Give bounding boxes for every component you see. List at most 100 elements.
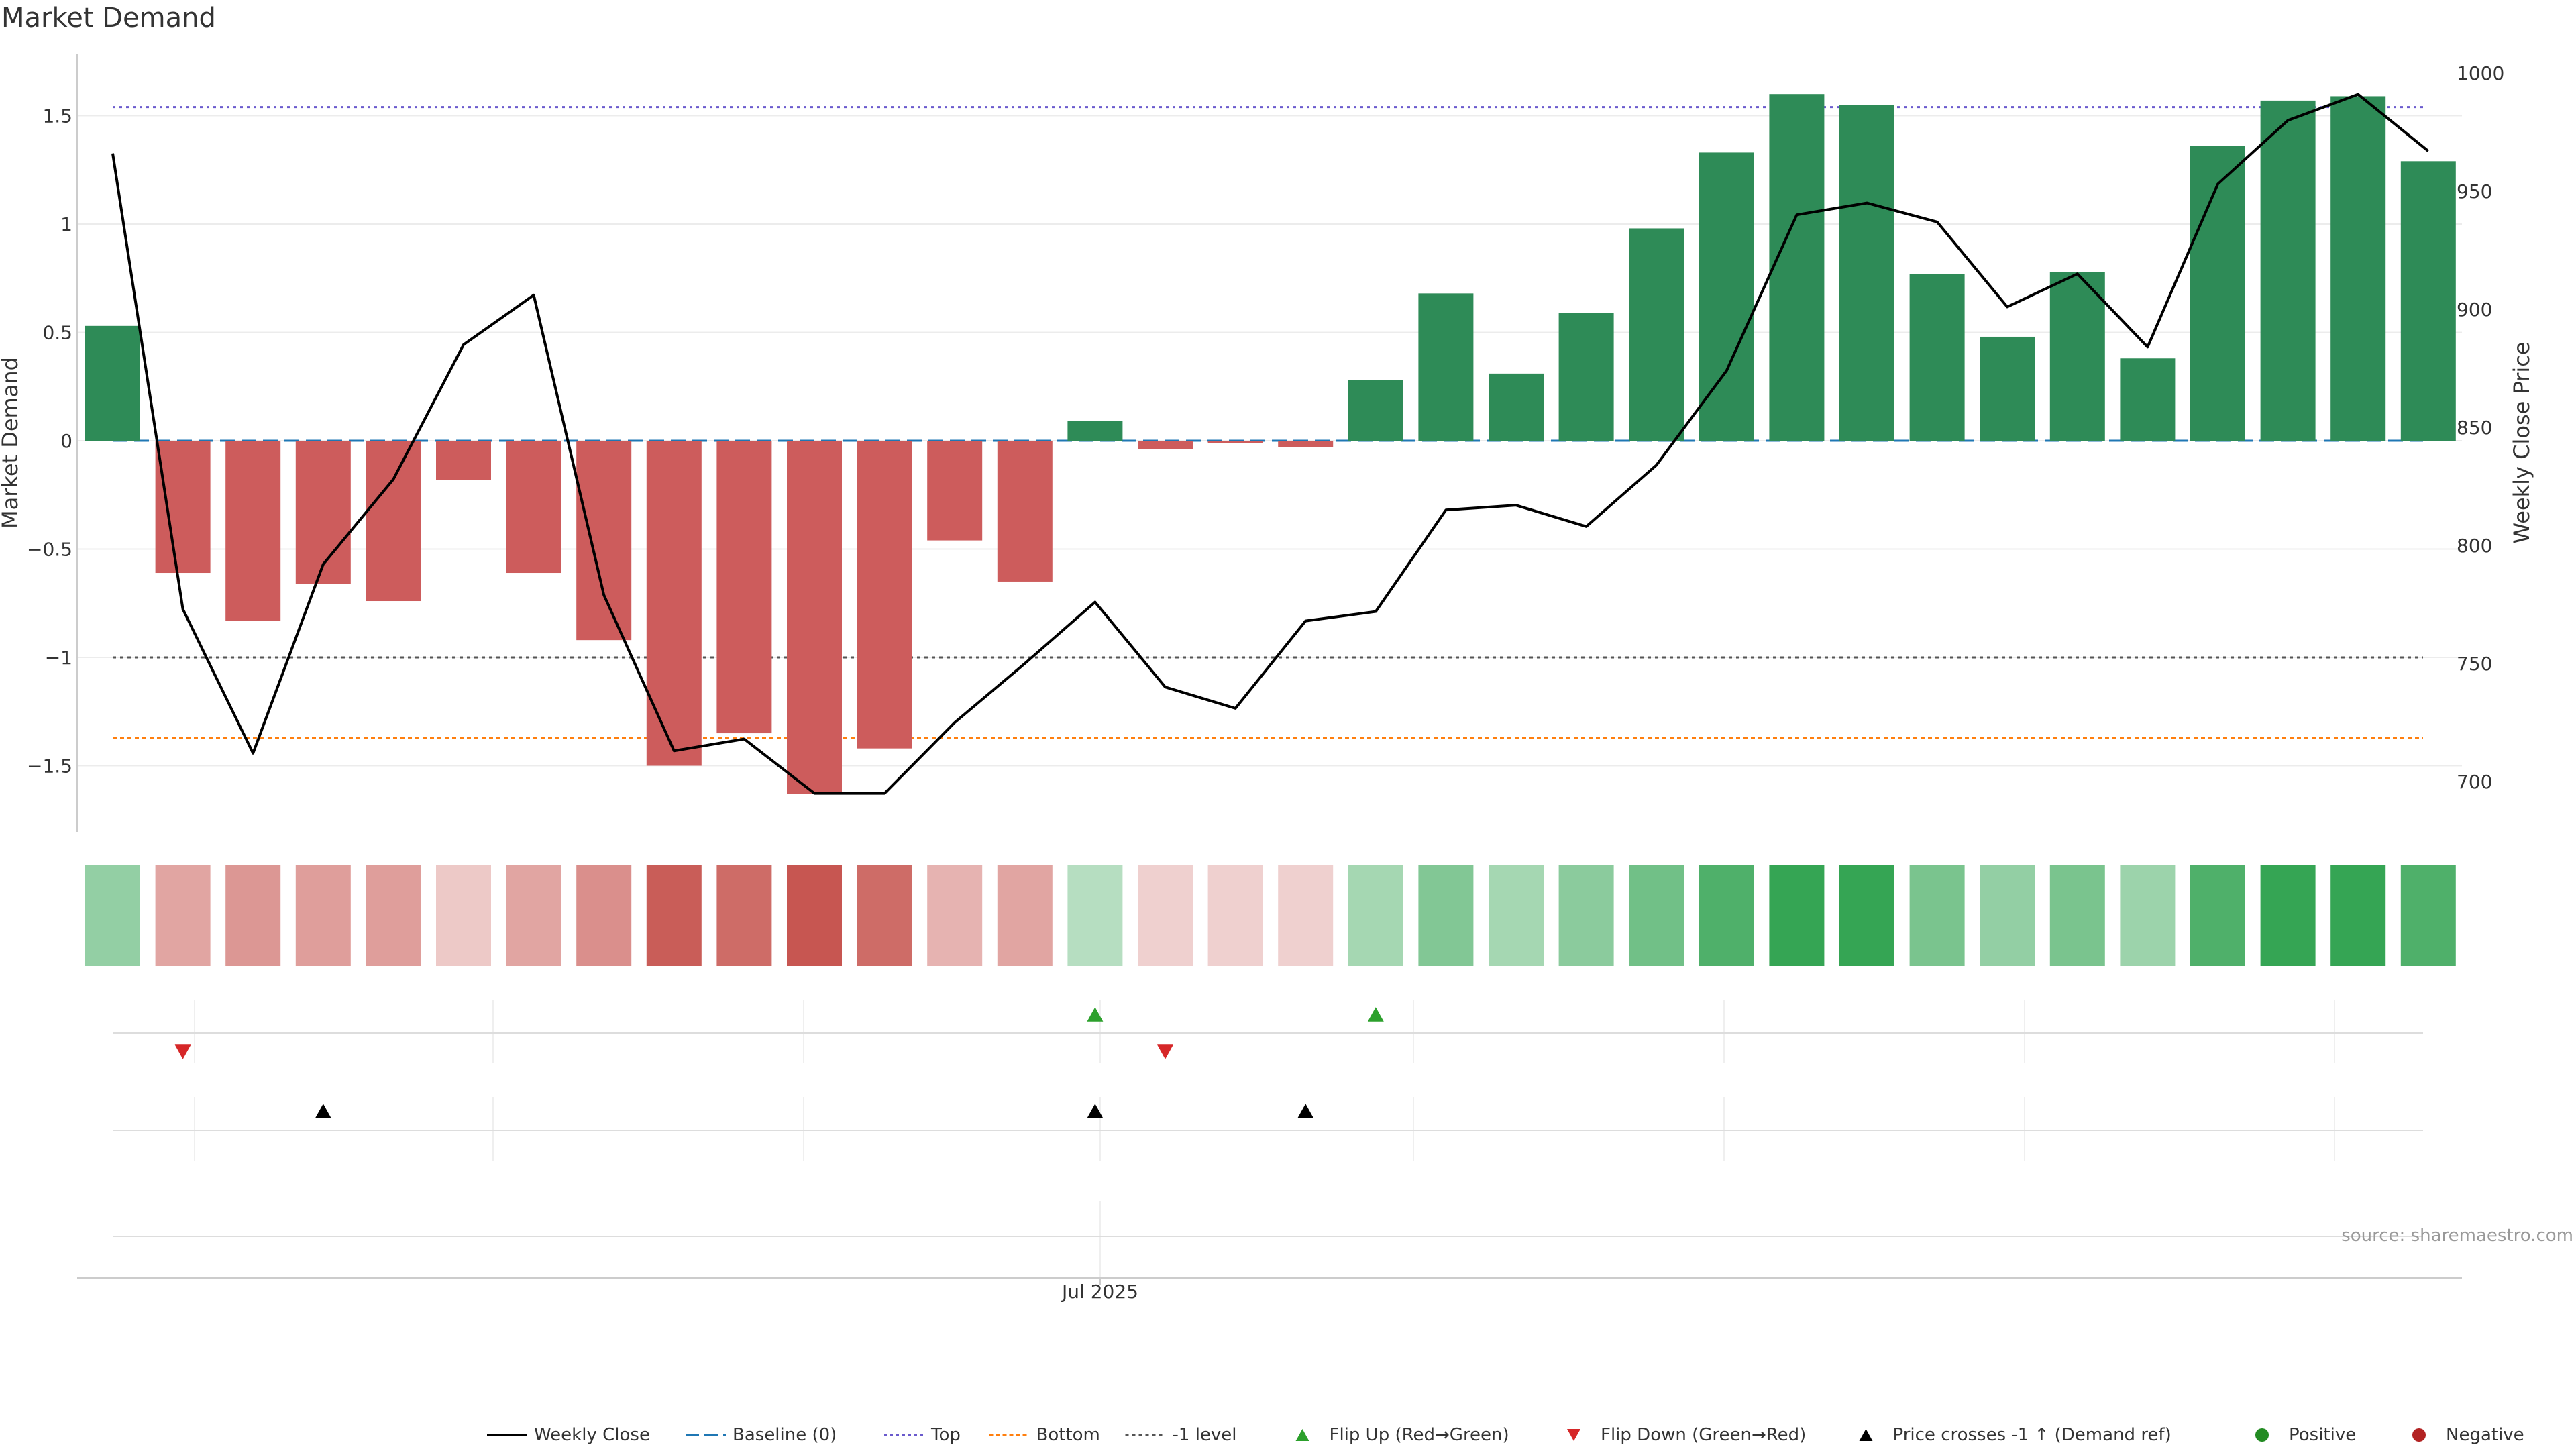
y-tick-label-left: −0.5 [27, 539, 72, 561]
grid-layer [77, 115, 2462, 1281]
price-cross-marker [1297, 1104, 1314, 1118]
intensity-cell [1489, 865, 1544, 966]
legend-item-flipdown: Flip Down (Green→Red) [1567, 1425, 1806, 1445]
demand-bar [1769, 94, 1825, 441]
demand-bar [1138, 441, 1193, 449]
intensity-cell [2400, 865, 2456, 966]
intensity-cell [576, 865, 632, 966]
axes-layer: 1.5 1 0.5 0 −0.5 −1 −1.5 1000 950 900 850 800 750 700 [27, 54, 2504, 1285]
y-tick-label-right: 1000 [2457, 62, 2504, 85]
intensity-cell [436, 865, 491, 966]
demand-bar [1489, 373, 1544, 441]
demand-bar [1909, 274, 1965, 441]
intensity-cell [85, 865, 140, 966]
legend-item-bottom: Bottom [989, 1425, 1100, 1445]
intensity-cell [155, 865, 211, 966]
intensity-cell [2190, 865, 2245, 966]
legend-label: Weekly Close [534, 1425, 650, 1445]
legend-swatch [2255, 1428, 2269, 1442]
demand-bar [1558, 313, 1614, 441]
demand-bar [2330, 96, 2386, 441]
legend-label: -1 level [1173, 1425, 1237, 1445]
demand-bar [927, 441, 983, 541]
demand-bar [1348, 380, 1403, 441]
y-tick-label-left: −1 [45, 647, 72, 669]
intensity-cell [1558, 865, 1614, 966]
demand-bar [2260, 100, 2316, 441]
legend-item-cross: Price crosses -1 ↑ (Demand ref) [1859, 1425, 2171, 1445]
legend-swatch [1295, 1429, 1309, 1441]
y-tick-label-right: 850 [2457, 417, 2492, 439]
y-tick-label-left: 0.5 [42, 322, 72, 344]
demand-bar [1839, 105, 1894, 441]
intensity-cell [2120, 865, 2176, 966]
intensity-cell [646, 865, 702, 966]
demand-bar [225, 441, 281, 621]
legend-label: Top [930, 1425, 961, 1445]
intensity-cell [857, 865, 912, 966]
intensity-cell [366, 865, 421, 966]
demand-bar [787, 441, 842, 794]
demand-bars [85, 94, 2456, 794]
chart-title: Market Demand [1, 3, 216, 34]
demand-bar [1699, 152, 1754, 441]
intensity-cell [716, 865, 772, 966]
legend-label: Flip Up (Red→Green) [1330, 1425, 1509, 1445]
legend-swatch [1567, 1429, 1580, 1441]
intensity-cell [1769, 865, 1825, 966]
demand-bar [1278, 441, 1334, 447]
demand-bar [1067, 421, 1123, 441]
intensity-cell [927, 865, 983, 966]
legend-item-top: Top [884, 1425, 961, 1445]
legend-item-minus1: -1 level [1125, 1425, 1237, 1445]
demand-bar [436, 441, 491, 480]
intensity-cell [1839, 865, 1894, 966]
legend-item-baseline: Baseline (0) [686, 1425, 837, 1445]
legend-label: Flip Down (Green→Red) [1601, 1425, 1806, 1445]
y-tick-label-right: 900 [2457, 299, 2492, 321]
legend-item-flipup: Flip Up (Red→Green) [1295, 1425, 1509, 1445]
demand-bar [2190, 146, 2245, 441]
legend-item-negative: Negative [2412, 1425, 2524, 1445]
demand-bar [506, 441, 561, 574]
intensity-cell [2330, 865, 2386, 966]
demand-bar [1418, 293, 1474, 441]
legend-label: Positive [2289, 1425, 2356, 1445]
y-tick-label-left: 1 [60, 213, 72, 235]
demand-bar [85, 325, 140, 441]
y-tick-label-right: 750 [2457, 653, 2492, 675]
source-label: source: sharemaestro.com [2341, 1226, 2573, 1246]
demand-bar [997, 441, 1053, 582]
demand-bar [2400, 161, 2456, 441]
intensity-cell [225, 865, 281, 966]
intensity-cell [1278, 865, 1334, 966]
y-axis-label-left: Market Demand [0, 357, 23, 529]
intensity-cell [1699, 865, 1754, 966]
y-tick-label-right: 800 [2457, 535, 2492, 557]
intensity-cell [506, 865, 561, 966]
legend-item-positive: Positive [2255, 1425, 2356, 1445]
weekly-close-layer [111, 93, 2430, 795]
flip-down-marker [1157, 1044, 1173, 1059]
legend-label: Bottom [1036, 1425, 1100, 1445]
intensity-cell [2260, 865, 2316, 966]
legend-label: Price crosses -1 ↑ (Demand ref) [1893, 1425, 2171, 1445]
flip-down-marker [174, 1044, 191, 1059]
price-cross-marker [315, 1104, 331, 1118]
intensity-cell [1067, 865, 1123, 966]
intensity-cell [1629, 865, 1684, 966]
demand-bar [366, 441, 421, 602]
legend-swatch [2412, 1428, 2426, 1442]
demand-bar [1980, 336, 2035, 441]
demand-bar [2049, 272, 2105, 441]
legend-label: Negative [2446, 1425, 2524, 1445]
demand-bar [1208, 441, 1263, 443]
intensity-cell [1909, 865, 1965, 966]
y-tick-label-right: 950 [2457, 180, 2492, 203]
price-cross-marker [1087, 1104, 1104, 1118]
legend-item-close: Weekly Close [487, 1425, 650, 1445]
demand-bar [857, 441, 912, 749]
intensity-cell [1980, 865, 2035, 966]
demand-bar [2120, 358, 2176, 441]
